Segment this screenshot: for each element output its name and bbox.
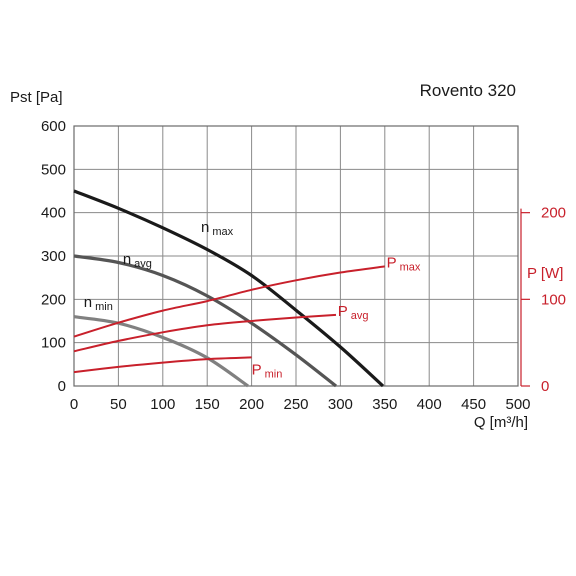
- y-tick-label: 100: [41, 335, 66, 352]
- p-avg-label-name: P: [338, 303, 348, 320]
- p-min-label-sub: min: [265, 369, 283, 381]
- power-tick-label: 0: [541, 378, 549, 395]
- y-tick-label: 0: [58, 378, 66, 395]
- n-min-label: n min: [84, 294, 113, 313]
- y-axis-label: Pst [Pa]: [10, 89, 63, 106]
- p-max-curve: [73, 265, 385, 338]
- n-max-label: n max: [201, 219, 234, 238]
- x-tick-label: 300: [328, 396, 353, 413]
- grid: [73, 125, 530, 387]
- y-tick-label: 400: [41, 205, 66, 222]
- x-axis-label: Q [m³/h]: [474, 414, 528, 431]
- chart-title: Rovento 320: [420, 81, 516, 100]
- n-avg-curve: [73, 254, 337, 388]
- p-max-label-sub: max: [400, 261, 421, 273]
- n-avg-label-name: n: [123, 251, 131, 268]
- p-avg-label-sub: avg: [351, 310, 369, 322]
- n-min-label-name: n: [84, 294, 92, 311]
- p-max-label-name: P: [387, 254, 397, 271]
- p-min-label-name: P: [252, 362, 262, 379]
- x-tick-label: 150: [195, 396, 220, 413]
- x-tick-label: 200: [239, 396, 264, 413]
- x-tick-label: 50: [110, 396, 127, 413]
- n-avg-label-sub: avg: [134, 258, 152, 270]
- n-avg-label: n avg: [123, 251, 152, 270]
- n-max-label-name: n: [201, 219, 209, 236]
- x-tick-label: 500: [505, 396, 530, 413]
- power-axis-label: P [W]: [527, 265, 563, 282]
- x-tick-label: 250: [283, 396, 308, 413]
- y-tick-label: 300: [41, 248, 66, 265]
- y-tick-label: 200: [41, 291, 66, 308]
- n-min-label-sub: min: [95, 301, 113, 313]
- n-max-label-sub: max: [212, 226, 233, 238]
- power-tick-label: 200: [541, 205, 566, 222]
- x-tick-label: 0: [70, 396, 78, 413]
- x-tick-label: 400: [417, 396, 442, 413]
- x-tick-label: 450: [461, 396, 486, 413]
- p-avg-curve: [73, 313, 337, 353]
- n-min-curve: [73, 315, 249, 388]
- x-tick-label: 100: [150, 396, 175, 413]
- y-tick-label: 500: [41, 161, 66, 178]
- y-tick-label: 600: [41, 118, 66, 135]
- x-tick-label: 350: [372, 396, 397, 413]
- n-max-curve: [73, 189, 385, 388]
- labels: 0 50 100 150 200 250 300 350 400 450 500 0 100 200 300…: [10, 81, 566, 431]
- power-tick-label: 100: [541, 291, 566, 308]
- curves: [73, 189, 385, 388]
- p-min-curve: [73, 356, 252, 374]
